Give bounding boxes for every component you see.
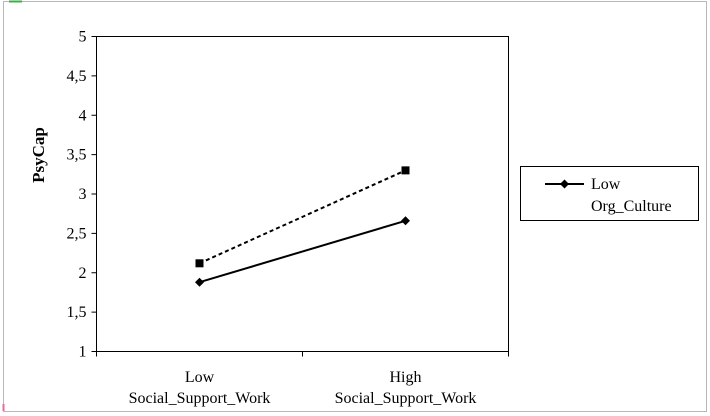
series-marker-square (195, 259, 204, 268)
legend-label-line-2: Org_Culture (591, 198, 672, 215)
series-marker-square (401, 166, 410, 175)
y-tick-label: 1,5 (67, 304, 87, 321)
series-layer (195, 166, 410, 287)
y-tick-label: 4 (79, 107, 87, 124)
y-tick-label: 5 (79, 29, 87, 46)
y-axis-ticks: 1 1,5 2 2,5 3 3,5 4 4,5 5 (67, 29, 97, 361)
x-tick-label: Social_Support_Work (129, 390, 271, 407)
x-tick-label: Low (185, 369, 215, 386)
x-tick-label: Social_Support_Work (335, 390, 477, 407)
legend: Low Org_Culture (520, 166, 699, 221)
y-tick-label: 3,5 (67, 147, 87, 164)
y-tick-label: 2,5 (67, 225, 87, 242)
series-line-1 (199, 169, 406, 265)
y-axis-title: PsyCap (29, 127, 48, 183)
y-tick-label: 3 (79, 186, 87, 203)
x-axis-ticks: Low Social_Support_Work High Social_Support… (96, 351, 509, 407)
series-marker-diamond (195, 277, 204, 287)
series-line-0 (199, 219, 406, 284)
legend-label-line-1: Low (591, 176, 621, 193)
y-tick-label: 1 (79, 344, 87, 361)
legend-diamond-marker (560, 179, 569, 189)
series-marker-diamond (401, 216, 410, 226)
x-tick-label: High (390, 369, 422, 386)
legend-box (520, 166, 699, 221)
y-tick-label: 4,5 (67, 68, 87, 85)
y-tick-label: 2 (79, 265, 87, 282)
